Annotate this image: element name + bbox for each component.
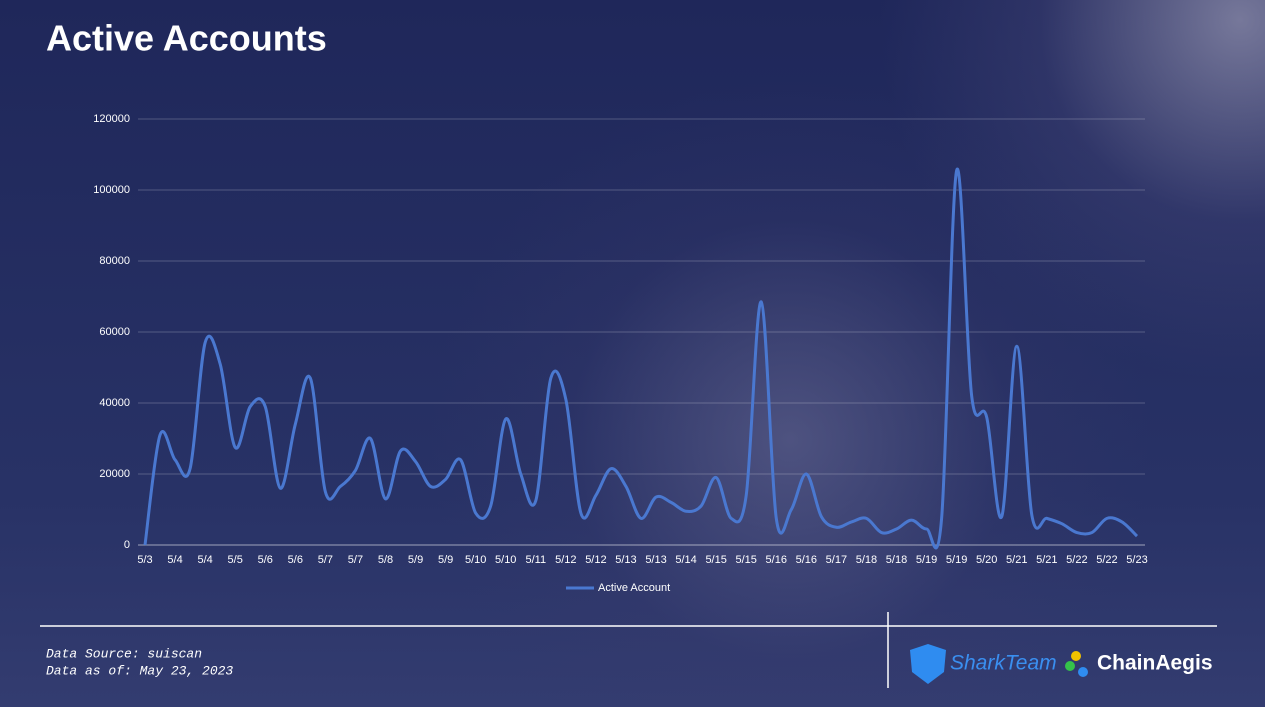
legend-label: Active Account <box>598 582 670 594</box>
x-tick-label: 5/7 <box>318 554 333 566</box>
x-tick-label: 5/13 <box>645 554 666 566</box>
date-note: Data as of: May 23, 2023 <box>46 663 233 678</box>
x-tick-label: 5/19 <box>916 554 937 566</box>
x-tick-label: 5/16 <box>766 554 787 566</box>
x-tick-label: 5/18 <box>856 554 877 566</box>
x-tick-label: 5/20 <box>976 554 997 566</box>
x-tick-label: 5/7 <box>348 554 363 566</box>
x-tick-label: 5/23 <box>1126 554 1147 566</box>
x-tick-label: 5/21 <box>1006 554 1027 566</box>
chainaegis-icon <box>1071 651 1081 661</box>
chainaegis-logo: ChainAegis <box>1097 652 1213 675</box>
x-tick-label: 5/18 <box>886 554 907 566</box>
x-tick-label: 5/3 <box>137 554 152 566</box>
x-tick-label: 5/14 <box>675 554 696 566</box>
chainaegis-icon <box>1065 661 1075 671</box>
x-tick-label: 5/4 <box>197 554 212 566</box>
x-tick-label: 5/10 <box>495 554 516 566</box>
x-tick-label: 5/6 <box>258 554 273 566</box>
x-tick-label: 5/22 <box>1066 554 1087 566</box>
x-tick-label: 5/5 <box>228 554 243 566</box>
x-tick-label: 5/6 <box>288 554 303 566</box>
y-tick-label: 80000 <box>99 255 130 267</box>
y-tick-label: 40000 <box>99 397 130 409</box>
data-line <box>143 167 1139 550</box>
x-tick-label: 5/12 <box>555 554 576 566</box>
sharkteam-icon <box>910 644 946 684</box>
source-note: Data Source: suiscan <box>46 646 202 661</box>
chainaegis-icon <box>1078 667 1088 677</box>
y-tick-label: 0 <box>124 539 130 551</box>
y-tick-label: 120000 <box>93 113 130 125</box>
y-tick-label: 20000 <box>99 468 130 480</box>
x-tick-label: 5/17 <box>826 554 847 566</box>
x-tick-label: 5/15 <box>705 554 726 566</box>
x-tick-label: 5/11 <box>525 554 546 566</box>
y-tick-label: 100000 <box>93 184 130 196</box>
x-tick-label: 5/19 <box>946 554 967 566</box>
x-tick-label: 5/4 <box>167 554 182 566</box>
x-tick-label: 5/9 <box>408 554 423 566</box>
x-tick-label: 5/15 <box>736 554 757 566</box>
chart-title: Active Accounts <box>46 18 327 59</box>
x-tick-label: 5/22 <box>1096 554 1117 566</box>
x-tick-label: 5/16 <box>796 554 817 566</box>
x-tick-label: 5/9 <box>438 554 453 566</box>
sharkteam-logo: SharkTeam <box>950 652 1057 675</box>
x-tick-label: 5/12 <box>585 554 606 566</box>
x-tick-label: 5/13 <box>615 554 636 566</box>
y-tick-label: 60000 <box>99 326 130 338</box>
x-tick-label: 5/10 <box>465 554 486 566</box>
x-tick-label: 5/8 <box>378 554 393 566</box>
x-tick-label: 5/21 <box>1036 554 1057 566</box>
